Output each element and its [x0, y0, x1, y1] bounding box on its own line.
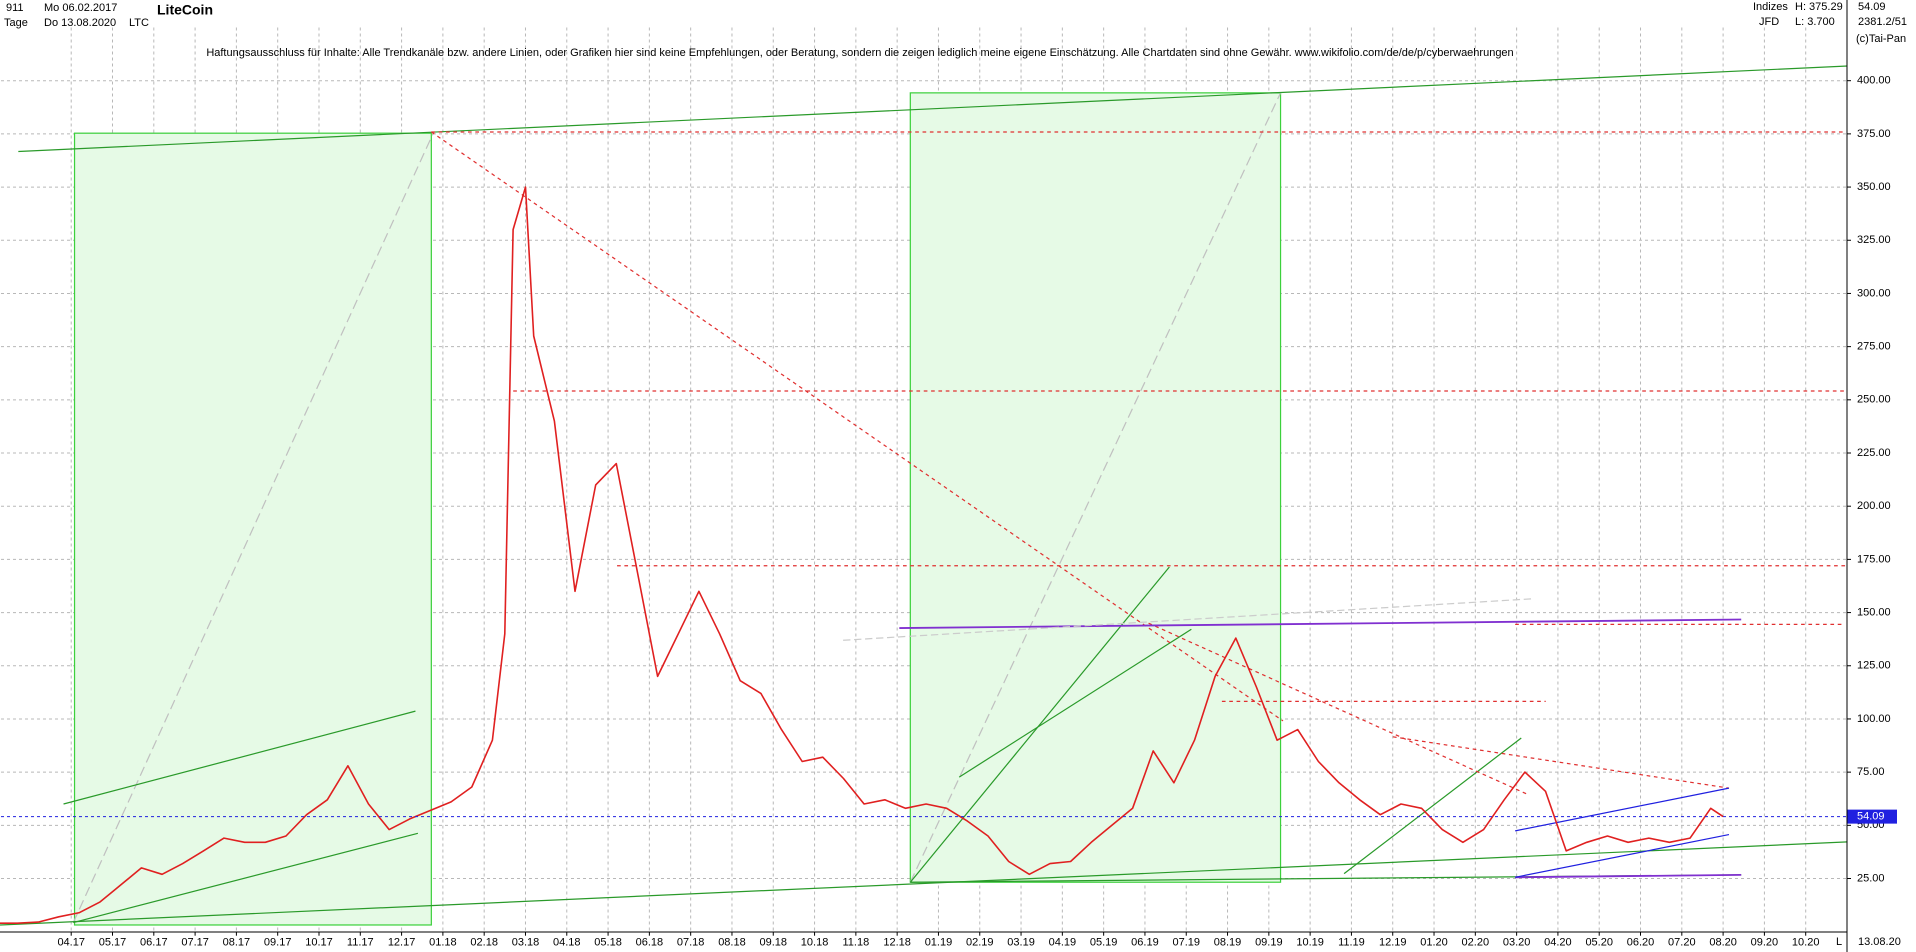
x-tick-label: 10.18	[801, 937, 829, 949]
x-tick-label: 08.19	[1214, 937, 1242, 949]
bottom-date: 13.08.20	[1858, 936, 1901, 948]
counter: 911	[6, 2, 24, 14]
trend-line	[909, 566, 1170, 883]
last-price-marker	[1847, 809, 1897, 824]
x-tick-label: 12.17	[388, 937, 416, 949]
x-tick-label: 10.19	[1296, 937, 1324, 949]
bottom-mode: L	[1836, 936, 1842, 948]
x-tick-label: 08.17	[223, 937, 251, 949]
x-tick-label: 05.17	[99, 937, 127, 949]
y-tick-label: 225.00	[1857, 447, 1891, 459]
y-tick-label: 150.00	[1857, 606, 1891, 618]
x-tick-label: 02.18	[470, 937, 498, 949]
instrument-name: LiteCoin	[157, 2, 213, 18]
x-tick-label: 10.20	[1792, 937, 1820, 949]
x-tick-label: 08.18	[718, 937, 746, 949]
diagonal	[909, 92, 1282, 883]
x-tick-label: 09.19	[1255, 937, 1283, 949]
x-tick-label: 06.20	[1627, 937, 1655, 949]
y-tick-label: 100.00	[1857, 713, 1891, 725]
channel-line	[1515, 787, 1730, 832]
x-tick-label: 05.19	[1090, 937, 1118, 949]
x-tick-label: 10.17	[305, 937, 333, 949]
x-tick-label: 07.20	[1668, 937, 1696, 949]
x-tick-label: 01.19	[925, 937, 953, 949]
x-tick-label: 07.18	[677, 937, 705, 949]
y-tick-label: 175.00	[1857, 553, 1891, 565]
x-tick-label: 12.19	[1379, 937, 1407, 949]
trend-line	[1343, 737, 1522, 875]
level-line	[899, 618, 1742, 629]
trend-line	[73, 832, 419, 924]
last-price-label: 54.09	[1857, 811, 1885, 823]
x-tick-label: 09.17	[264, 937, 292, 949]
x-tick-label: 05.20	[1585, 937, 1613, 949]
trend-line	[958, 628, 1192, 778]
x-tick-label: 06.19	[1131, 937, 1159, 949]
period: Tage	[4, 17, 28, 29]
end-date: Do 13.08.2020	[44, 17, 116, 29]
y-tick-label: 350.00	[1857, 181, 1891, 193]
x-tick-label: 04.19	[1049, 937, 1077, 949]
group: Indizes	[1753, 1, 1788, 13]
y-tick-label: 200.00	[1857, 500, 1891, 512]
start-date: Mo 06.02.2017	[44, 2, 117, 14]
trend-line	[1392, 736, 1730, 789]
trend-line	[0, 841, 1848, 926]
x-tick-label: 03.18	[512, 937, 540, 949]
symbol: LTC	[129, 17, 149, 29]
broker: JFD	[1759, 16, 1779, 28]
x-tick-label: 02.20	[1462, 937, 1490, 949]
trend-line	[1148, 622, 1528, 795]
x-tick-label: 03.20	[1503, 937, 1531, 949]
x-tick-label: 04.17	[57, 937, 85, 949]
x-tick-label: 07.17	[181, 937, 209, 949]
y-tick-label: 375.00	[1857, 128, 1891, 140]
channel-line	[1515, 833, 1730, 878]
trend-line	[63, 710, 416, 805]
x-tick-label: 06.18	[636, 937, 664, 949]
x-tick-label: 11.17	[347, 937, 374, 949]
x-tick-label: 02.19	[966, 937, 994, 949]
y-tick-label: 275.00	[1857, 341, 1891, 353]
x-tick-label: 05.18	[594, 937, 622, 949]
plot-layer: 25.0050.0075.00100.00125.00150.00175.002…	[0, 75, 1897, 949]
level-line	[1515, 873, 1742, 879]
x-tick-label: 11.18	[842, 937, 869, 949]
x-tick-label: 06.17	[140, 937, 168, 949]
high: H: 375.29	[1795, 1, 1843, 13]
y-tick-label: 250.00	[1857, 394, 1891, 406]
low: L: 3.700	[1795, 16, 1835, 28]
copyright: (c)Tai-Pan	[1856, 33, 1906, 45]
y-tick-label: 125.00	[1857, 660, 1891, 672]
diagonal	[72, 131, 435, 923]
y-tick-label: 325.00	[1857, 234, 1891, 246]
y-tick-label: 400.00	[1857, 75, 1891, 87]
x-tick-label: 11.19	[1338, 937, 1365, 949]
x-tick-label: 08.20	[1709, 937, 1737, 949]
y-tick-label: 25.00	[1857, 872, 1885, 884]
x-tick-label: 12.18	[883, 937, 911, 949]
x-tick-label: 09.18	[759, 937, 787, 949]
price-line	[0, 186, 1724, 924]
disclaimer: Haftungsausschluss für Inhalte: Alle Tre…	[206, 47, 1513, 59]
x-tick-label: 09.20	[1751, 937, 1779, 949]
x-tick-label: 04.18	[553, 937, 581, 949]
x-tick-label: 07.19	[1172, 937, 1200, 949]
x-tick-label: 04.20	[1544, 937, 1572, 949]
x-tick-label: 03.19	[1007, 937, 1035, 949]
last: 54.09	[1858, 1, 1886, 13]
x-tick-label: 01.20	[1420, 937, 1448, 949]
trend-line	[843, 598, 1534, 641]
y-tick-label: 300.00	[1857, 287, 1891, 299]
x-tick-label: 01.18	[429, 937, 457, 949]
y-tick-label: 75.00	[1857, 766, 1885, 778]
drawings	[0, 65, 1848, 926]
trend-line	[18, 65, 1848, 153]
info: 2381.2/51	[1858, 16, 1907, 28]
